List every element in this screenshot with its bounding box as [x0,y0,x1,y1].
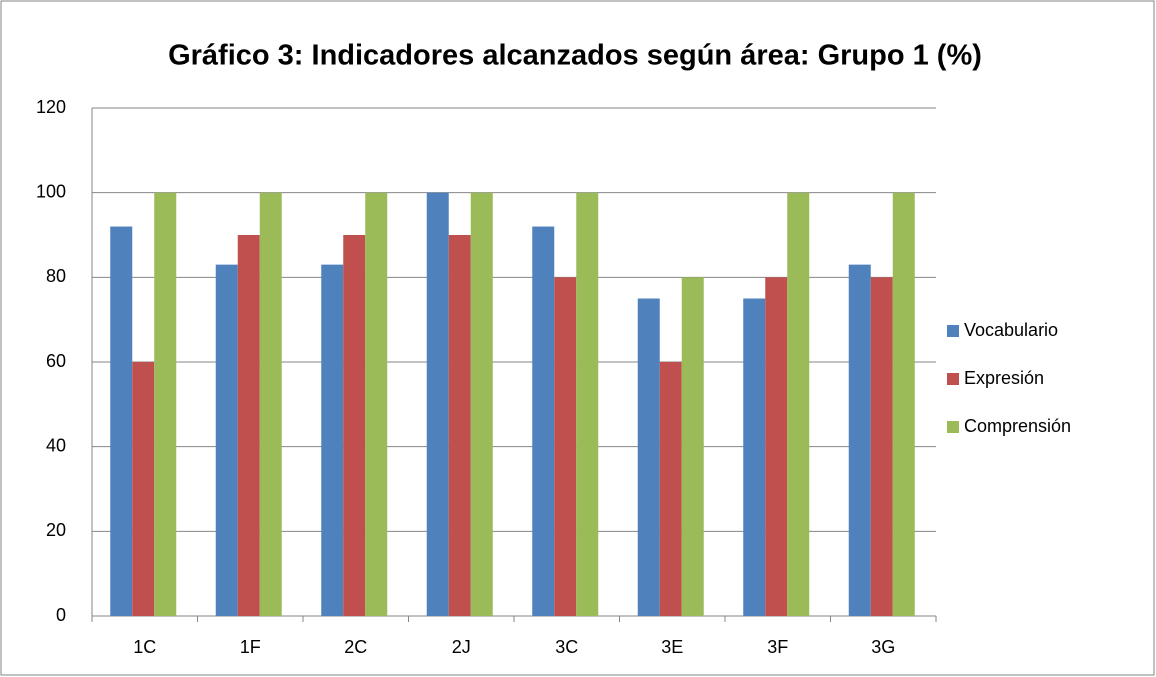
bar [870,277,893,616]
x-tick-label: 3C [555,637,578,657]
bar [681,277,704,616]
x-tick-label: 3G [871,637,895,657]
bar [259,192,282,616]
y-tick-label: 60 [46,351,66,371]
bar [787,192,810,616]
legend-swatch [947,325,959,337]
x-tick-label: 3E [661,637,683,657]
bar [154,192,177,616]
x-tick-label: 1C [133,637,156,657]
bar [765,277,788,616]
chart-title: Gráfico 3: Indicadores alcanzados según … [168,40,982,72]
legend-label: Expresión [964,368,1044,388]
y-tick-label: 100 [36,181,66,201]
bar [637,298,660,616]
legend-label: Comprensión [964,416,1071,436]
bar [321,264,344,616]
bar [110,226,133,617]
x-tick-label: 3F [767,637,788,657]
bar [892,192,915,616]
x-tick-label: 1F [240,637,261,657]
legend-swatch [947,421,959,433]
bar [448,235,471,616]
bar [215,264,238,616]
bar [343,235,366,616]
bar [659,362,682,616]
bar [848,264,871,616]
y-tick-label: 40 [46,435,66,455]
bar [532,226,555,617]
y-tick-label: 20 [46,520,66,540]
bar [237,235,260,616]
x-tick-label: 2C [344,637,367,657]
legend-swatch [947,373,959,385]
bar [365,192,388,616]
y-tick-label: 0 [56,605,66,625]
y-tick-label: 80 [46,266,66,286]
bar [426,192,449,616]
bar [743,298,766,616]
bar [470,192,493,616]
legend-label: Vocabulario [964,320,1058,340]
bar [576,192,599,616]
y-tick-label: 120 [36,97,66,117]
bar [554,277,577,616]
bar [132,362,155,616]
x-tick-label: 2J [452,637,471,657]
